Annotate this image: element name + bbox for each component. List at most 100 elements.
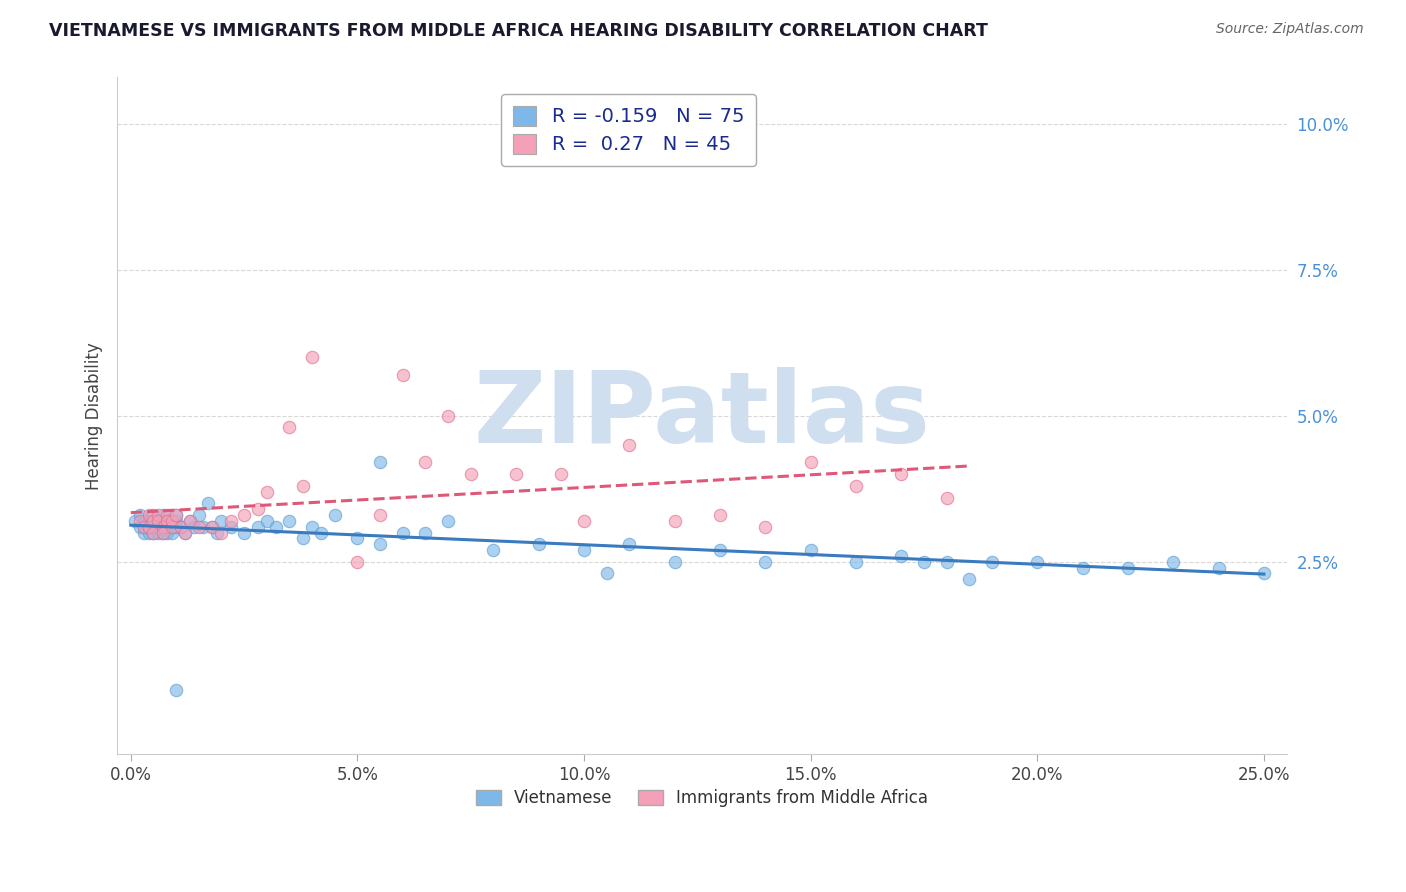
Legend: Vietnamese, Immigrants from Middle Africa: Vietnamese, Immigrants from Middle Afric… — [470, 782, 935, 814]
Point — [278, 514, 301, 528]
Point — [128, 508, 150, 522]
Point — [209, 514, 232, 528]
Text: VIETNAMESE VS IMMIGRANTS FROM MIDDLE AFRICA HEARING DISABILITY CORRELATION CHART: VIETNAMESE VS IMMIGRANTS FROM MIDDLE AFR… — [49, 22, 988, 40]
Point — [187, 519, 209, 533]
Point — [246, 519, 269, 533]
Point — [134, 514, 156, 528]
Point — [981, 555, 1004, 569]
Text: ZIPatlas: ZIPatlas — [474, 368, 931, 465]
Point — [201, 519, 224, 533]
Point — [201, 519, 224, 533]
Point — [1253, 566, 1275, 581]
Point — [596, 566, 619, 581]
Point — [160, 519, 183, 533]
Point — [845, 555, 868, 569]
Point — [278, 420, 301, 434]
Point — [437, 409, 460, 423]
Point — [460, 467, 482, 482]
Point — [391, 368, 413, 382]
Point — [550, 467, 572, 482]
Point — [346, 532, 368, 546]
Point — [209, 525, 232, 540]
Point — [709, 543, 731, 558]
Point — [146, 519, 169, 533]
Point — [323, 508, 346, 522]
Text: Source: ZipAtlas.com: Source: ZipAtlas.com — [1216, 22, 1364, 37]
Point — [346, 555, 368, 569]
Point — [128, 519, 150, 533]
Point — [1161, 555, 1184, 569]
Point — [152, 514, 174, 528]
Point — [152, 525, 174, 540]
Point — [800, 455, 823, 469]
Point — [1026, 555, 1049, 569]
Point — [301, 519, 323, 533]
Point — [219, 519, 242, 533]
Point — [160, 514, 183, 528]
Point — [142, 508, 165, 522]
Point — [1208, 560, 1230, 574]
Point — [292, 479, 315, 493]
Point — [935, 491, 957, 505]
Point — [152, 519, 174, 533]
Point — [165, 519, 187, 533]
Point — [664, 555, 686, 569]
Point — [146, 514, 169, 528]
Point — [505, 467, 527, 482]
Point — [142, 525, 165, 540]
Point — [152, 508, 174, 522]
Point — [179, 514, 201, 528]
Point — [160, 525, 183, 540]
Point — [156, 514, 179, 528]
Point — [193, 519, 215, 533]
Point — [572, 514, 595, 528]
Point — [142, 525, 165, 540]
Point — [138, 514, 160, 528]
Point — [368, 508, 391, 522]
Y-axis label: Hearing Disability: Hearing Disability — [86, 342, 103, 490]
Point — [527, 537, 550, 551]
Point — [187, 508, 209, 522]
Point — [233, 525, 256, 540]
Point — [292, 532, 315, 546]
Point — [664, 514, 686, 528]
Point — [146, 525, 169, 540]
Point — [156, 514, 179, 528]
Point — [1071, 560, 1094, 574]
Point — [174, 525, 197, 540]
Point — [156, 525, 179, 540]
Point — [138, 519, 160, 533]
Point — [134, 519, 156, 533]
Point — [572, 543, 595, 558]
Point — [142, 514, 165, 528]
Point — [912, 555, 935, 569]
Point — [391, 525, 413, 540]
Point — [233, 508, 256, 522]
Point — [619, 537, 641, 551]
Point — [179, 514, 201, 528]
Point — [152, 525, 174, 540]
Point — [415, 455, 437, 469]
Point — [482, 543, 505, 558]
Point — [165, 683, 187, 698]
Point — [165, 508, 187, 522]
Point — [890, 549, 912, 563]
Point — [134, 519, 156, 533]
Point — [146, 514, 169, 528]
Point — [264, 519, 287, 533]
Point — [800, 543, 823, 558]
Point — [256, 484, 278, 499]
Point — [146, 508, 169, 522]
Point — [246, 502, 269, 516]
Point — [205, 525, 228, 540]
Point — [437, 514, 460, 528]
Point — [935, 555, 957, 569]
Point — [256, 514, 278, 528]
Point — [165, 508, 187, 522]
Point — [138, 508, 160, 522]
Point — [169, 519, 191, 533]
Point — [845, 479, 868, 493]
Point — [174, 525, 197, 540]
Point — [709, 508, 731, 522]
Point — [368, 537, 391, 551]
